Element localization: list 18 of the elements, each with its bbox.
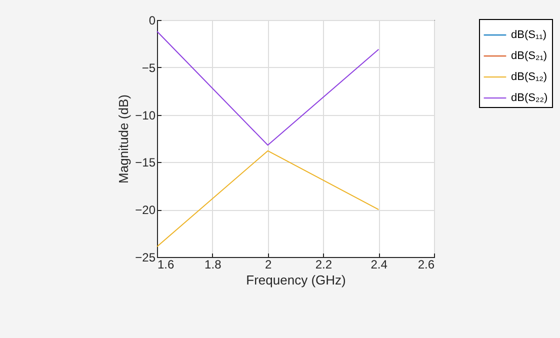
x-tick-label: 2: [264, 258, 272, 272]
legend-label: dB(S₂₁): [511, 50, 548, 62]
x-axis-title: Frequency (GHz): [246, 272, 346, 288]
y-tick-label: −15: [135, 156, 156, 170]
y-axis-title: Magnitude (dB): [116, 94, 132, 184]
x-tick-label: 2.6: [418, 258, 435, 272]
legend-label: dB(S₂₂): [511, 92, 548, 104]
x-tick-label: 2.4: [370, 258, 388, 272]
y-tick-label: −5: [142, 60, 156, 75]
x-tick-label: 1.6: [158, 258, 175, 272]
y-tick-label: −20: [135, 203, 156, 218]
x-tick-label: 2.2: [315, 258, 332, 272]
legend-label: dB(S₁₁): [511, 29, 547, 41]
y-tick-label: 0: [148, 14, 156, 28]
y-tick-label: −10: [135, 108, 156, 122]
x-tick-label: 1.8: [204, 258, 222, 272]
y-tick-label: −25: [135, 250, 156, 264]
legend-label: dB(S₁₂): [511, 71, 548, 83]
